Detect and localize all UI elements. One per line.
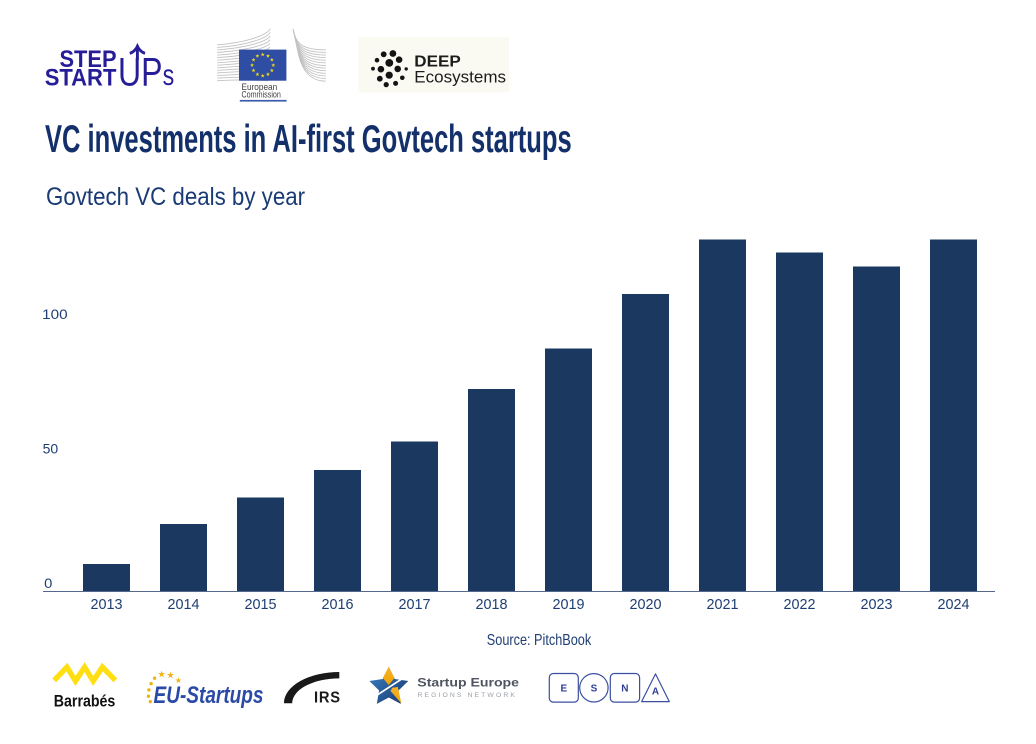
svg-text:N: N	[621, 684, 628, 695]
svg-text:S: S	[591, 684, 598, 695]
svg-text:IRS: IRS	[314, 690, 341, 707]
svg-text:2023: 2023	[861, 596, 893, 613]
svg-text:A: A	[652, 687, 659, 698]
svg-text:European: European	[242, 82, 278, 92]
svg-text:2013: 2013	[91, 596, 123, 613]
svg-text:100: 100	[42, 307, 68, 323]
svg-text:UP: UP	[118, 50, 163, 94]
svg-text:2017: 2017	[399, 596, 431, 613]
svg-text:Source: PitchBook: Source: PitchBook	[487, 632, 591, 649]
svg-text:EU-Startups: EU-Startups	[154, 682, 264, 709]
svg-text:2022: 2022	[784, 596, 816, 613]
svg-text:REGIONS NETWORK: REGIONS NETWORK	[418, 692, 517, 699]
svg-text:2024: 2024	[938, 596, 970, 613]
svg-text:DEEP: DEEP	[414, 54, 460, 71]
svg-text:E: E	[560, 684, 567, 695]
svg-text:Commission: Commission	[242, 90, 281, 100]
svg-text:2020: 2020	[630, 596, 662, 613]
svg-text:2015: 2015	[245, 596, 277, 613]
svg-text:2018: 2018	[476, 596, 508, 613]
svg-text:START: START	[45, 64, 117, 91]
svg-text:2021: 2021	[707, 596, 739, 613]
svg-text:STEP: STEP	[60, 46, 117, 73]
svg-text:0: 0	[44, 576, 52, 592]
svg-text:2019: 2019	[553, 596, 585, 613]
svg-text:s: s	[163, 59, 175, 92]
svg-text:50: 50	[43, 441, 59, 457]
svg-text:Startup Europe: Startup Europe	[417, 677, 519, 689]
svg-text:Barrabés: Barrabés	[54, 692, 116, 711]
svg-text:2016: 2016	[322, 596, 354, 613]
svg-text:Ecosystems: Ecosystems	[414, 68, 506, 87]
svg-text:2014: 2014	[168, 596, 200, 613]
